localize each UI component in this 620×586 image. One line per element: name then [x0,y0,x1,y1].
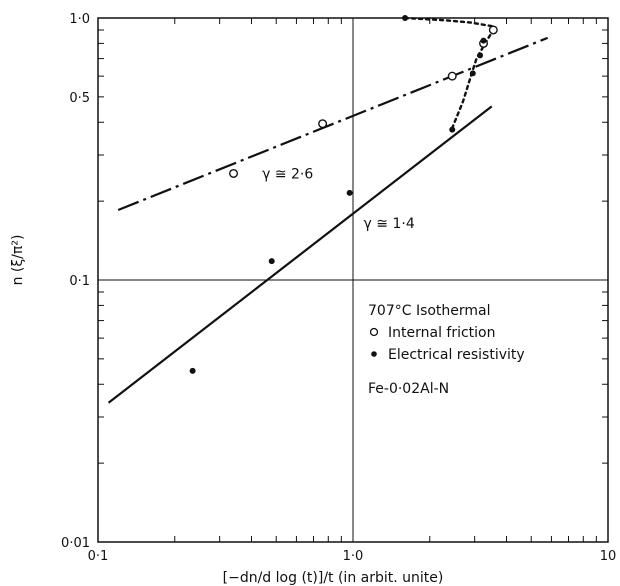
grid-layer [98,18,608,542]
point-electrical-resistivity [268,258,275,265]
point-electrical-resistivity [449,126,456,133]
x-tick-label: 0·1 [88,549,109,564]
lines-layer [107,16,549,404]
points-layer [189,15,498,374]
x-tick-label: 10 [600,549,617,564]
point-electrical-resistivity [189,367,196,374]
fit-line-internal-friction [117,36,549,212]
point-internal-friction [447,71,457,81]
legend: 707°C Isothermal Internal friction Elect… [368,303,525,397]
x-tick-label: 1·0 [343,549,364,564]
fit-line-electrical-resistivity [107,105,493,404]
y-tick-label: 0·01 [61,536,90,551]
legend-label-electrical-resistivity: Electrical resistivity [388,347,525,363]
plot-frame [97,17,609,543]
point-electrical-resistivity [469,70,476,77]
y-tick-label: 0·5 [69,91,90,106]
annotation-gamma-26: γ ≅ 2·6 [262,166,313,182]
point-electrical-resistivity [346,189,353,196]
point-electrical-resistivity [477,52,484,59]
point-internal-friction [229,168,239,178]
legend-marker-open-circle [369,327,379,337]
y-axis-label: n (ξ/π²) [10,235,26,286]
ticks-layer: 0·1 1·0 100·010·10·51·0 [61,12,616,564]
legend-title: 707°C Isothermal [368,303,491,319]
point-electrical-resistivity [480,37,487,44]
point-internal-friction [488,25,498,35]
legend-marker-filled-circle [371,351,377,357]
y-tick-label: 0·1 [69,274,90,289]
annotation-gamma-14: γ ≅ 1·4 [364,216,415,232]
x-axis-label: [−dn/d log (t)]/t (in arbit. unite) [223,570,444,586]
legend-label-internal-friction: Internal friction [388,325,496,341]
y-tick-label: 1·0 [69,12,90,27]
point-internal-friction [318,119,328,129]
legend-note: Fe-0·02Al-N [368,381,449,397]
